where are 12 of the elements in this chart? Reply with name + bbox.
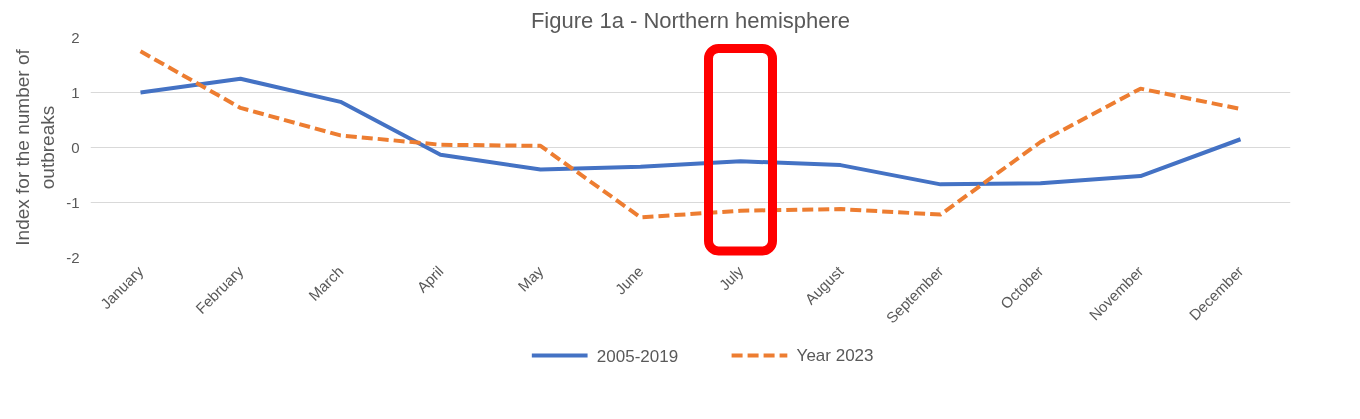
- y-tick-label: -1: [66, 193, 80, 211]
- line-series: [138, 76, 1243, 187]
- y-tick-label: -2: [66, 248, 80, 266]
- x-tick-label: July: [715, 262, 747, 294]
- x-tick-label: May: [514, 262, 547, 295]
- legend-label: 2005-2019: [596, 346, 679, 366]
- y-tick-label: 0: [71, 138, 80, 156]
- y-axis-title: Index for the number of outbreaks: [11, 48, 59, 246]
- legend-label: Year 2023: [796, 346, 874, 365]
- y-tick-label: 2: [71, 28, 80, 46]
- y-tick-label: 1: [71, 83, 80, 101]
- chart-title: Figure 1a - Northern hemisphere: [530, 7, 851, 33]
